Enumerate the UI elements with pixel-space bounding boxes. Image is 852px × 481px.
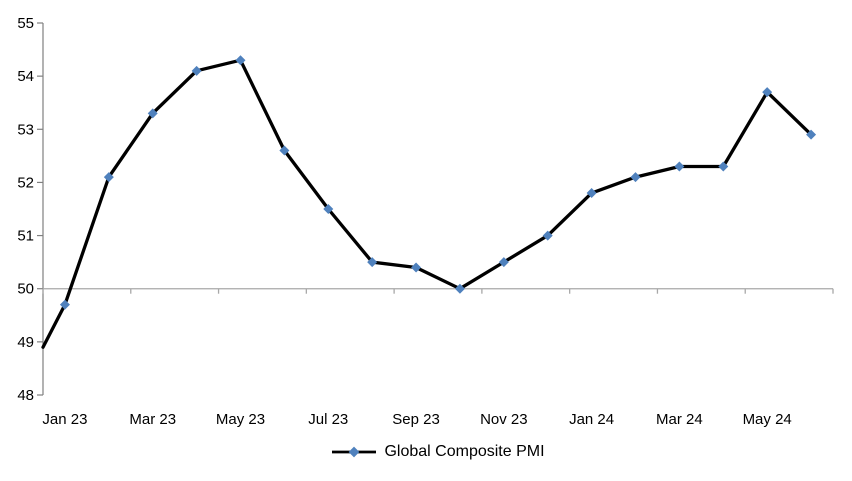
x-tick-label: Sep 23 bbox=[392, 411, 440, 428]
x-tick-label: Mar 24 bbox=[656, 411, 703, 428]
x-tick-label: Jul 23 bbox=[308, 411, 348, 428]
y-tick-label: 54 bbox=[17, 68, 34, 85]
data-point-marker bbox=[542, 230, 553, 241]
legend-line-diamond-icon bbox=[332, 446, 377, 458]
y-tick-label: 51 bbox=[17, 228, 34, 245]
data-point-marker bbox=[323, 204, 334, 214]
y-tick-label: 49 bbox=[17, 334, 34, 351]
x-tick-label: Jan 23 bbox=[42, 411, 87, 428]
data-point-marker bbox=[454, 283, 465, 294]
x-tick-label: Nov 23 bbox=[480, 411, 528, 428]
data-point-marker bbox=[191, 65, 202, 76]
data-point-marker bbox=[59, 299, 70, 310]
data-point-marker bbox=[674, 161, 685, 172]
y-tick-label: 48 bbox=[17, 387, 34, 404]
y-tick-label: 55 bbox=[17, 15, 34, 32]
data-point-marker bbox=[367, 257, 378, 268]
data-point-marker bbox=[586, 188, 597, 199]
series-line bbox=[41, 58, 813, 349]
data-point-marker bbox=[762, 87, 773, 98]
x-tick-label: May 24 bbox=[743, 411, 792, 428]
x-tick-label: May 23 bbox=[216, 411, 265, 428]
chart-legend: Global Composite PMI bbox=[43, 441, 833, 463]
data-point-marker bbox=[279, 145, 290, 156]
data-point-marker bbox=[235, 55, 246, 66]
y-tick-label: 50 bbox=[17, 281, 34, 298]
x-tick-label: Jan 24 bbox=[569, 411, 614, 428]
data-point-marker bbox=[806, 129, 817, 140]
data-point-marker bbox=[411, 262, 422, 273]
data-point-marker bbox=[718, 161, 729, 172]
data-point-marker bbox=[630, 172, 641, 183]
data-point-marker bbox=[498, 257, 509, 268]
y-tick-label: 53 bbox=[17, 121, 34, 138]
data-point-marker bbox=[103, 172, 114, 183]
data-point-marker bbox=[147, 108, 158, 119]
x-tick-label: Mar 23 bbox=[129, 411, 176, 428]
y-tick-label: 52 bbox=[17, 174, 34, 191]
legend-label: Global Composite PMI bbox=[384, 443, 545, 460]
